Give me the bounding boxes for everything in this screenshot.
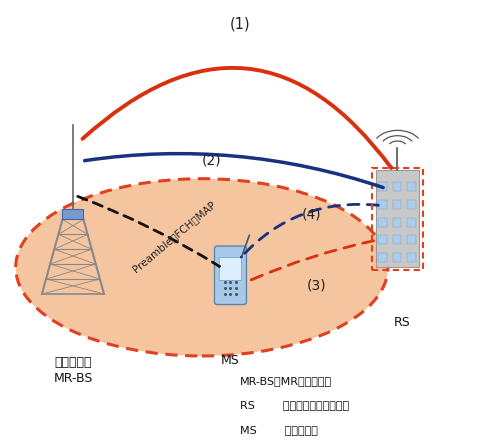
Bar xyxy=(407,218,416,227)
Bar xyxy=(393,253,401,262)
Bar xyxy=(407,182,416,191)
FancyArrowPatch shape xyxy=(85,153,383,187)
Bar xyxy=(378,200,387,209)
Text: (3): (3) xyxy=(307,278,326,292)
Text: MR-BS：MR対応基地局: MR-BS：MR対応基地局 xyxy=(240,376,332,386)
FancyBboxPatch shape xyxy=(215,246,246,305)
Text: MS        ：移動端末: MS ：移動端末 xyxy=(240,425,318,435)
Bar xyxy=(62,209,84,219)
Bar xyxy=(376,170,419,267)
Bar xyxy=(378,218,387,227)
Bar xyxy=(372,168,423,269)
Bar xyxy=(393,218,401,227)
Bar xyxy=(407,200,416,209)
Text: (1): (1) xyxy=(230,16,250,31)
Bar xyxy=(378,182,387,191)
FancyArrowPatch shape xyxy=(83,68,391,168)
FancyBboxPatch shape xyxy=(219,257,241,281)
Text: MS: MS xyxy=(221,354,240,367)
Text: (2): (2) xyxy=(202,154,221,168)
Text: RS: RS xyxy=(394,316,410,329)
Bar xyxy=(378,253,387,262)
FancyArrowPatch shape xyxy=(251,241,373,280)
Bar xyxy=(407,235,416,244)
Text: Preamble、FCH、MAP: Preamble、FCH、MAP xyxy=(130,199,217,274)
Bar xyxy=(393,235,401,244)
FancyArrowPatch shape xyxy=(241,204,378,257)
Text: (4): (4) xyxy=(302,207,322,221)
Text: RS        ：マルチホップ中継局: RS ：マルチホップ中継局 xyxy=(240,401,349,410)
Bar xyxy=(407,253,416,262)
Bar xyxy=(393,182,401,191)
Ellipse shape xyxy=(16,179,388,356)
Bar xyxy=(378,235,387,244)
Text: サービング
MR-BS: サービング MR-BS xyxy=(53,356,93,385)
Bar xyxy=(393,200,401,209)
FancyArrowPatch shape xyxy=(78,196,219,266)
